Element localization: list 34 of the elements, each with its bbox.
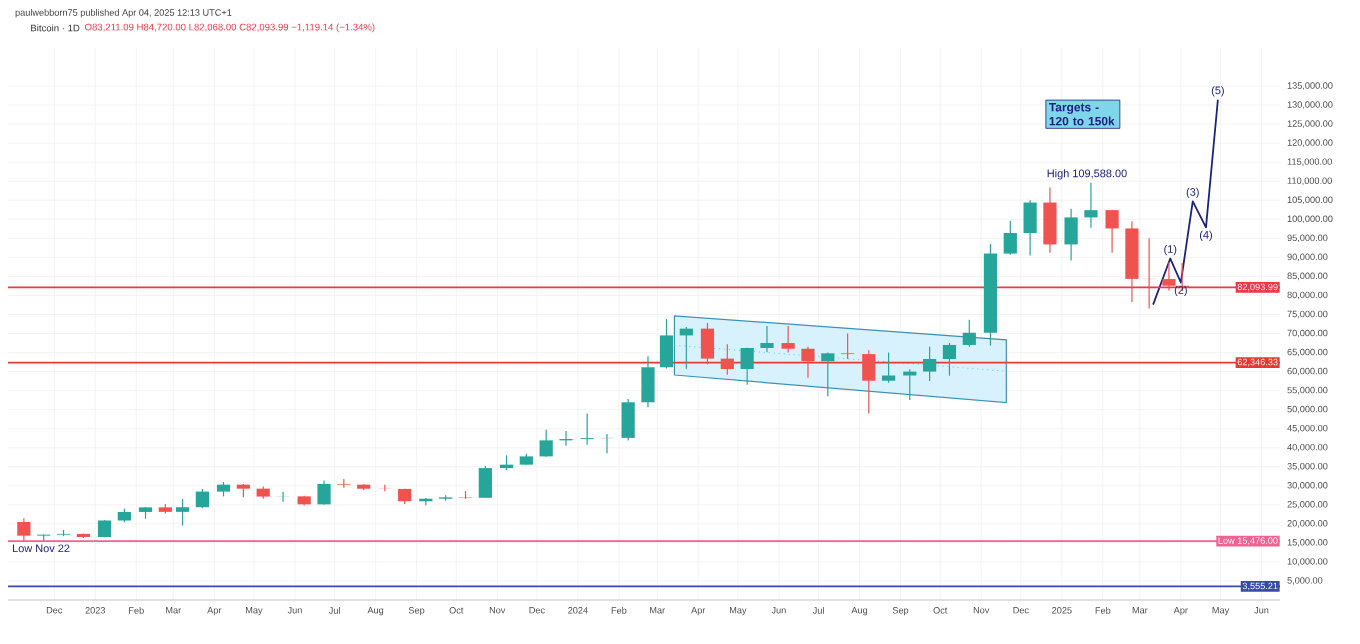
candlestick [821,351,835,397]
candlestick [962,319,976,348]
candlestick [760,325,774,353]
candlestick [317,479,331,506]
candlestick [195,488,209,509]
candlestick [740,347,754,386]
candlestick [1162,261,1176,292]
candlestick [841,332,855,360]
candlestick [862,349,876,415]
candlestick [1064,208,1078,262]
candlestick [903,368,917,401]
candlestick [923,346,937,382]
candlestick [700,322,715,365]
candlestick [1023,199,1037,257]
candlestick [781,325,795,354]
candlestick [882,351,896,384]
candlestick [659,318,674,370]
candlestick [1105,209,1119,254]
candlestick [1084,182,1098,229]
candlestick [641,355,655,408]
candlestick [621,398,635,442]
candlestick [17,517,31,542]
candlestick [1043,186,1057,254]
candlestick [942,342,957,377]
line-series [1152,98,1219,306]
candlestick [337,478,351,489]
candlestick [580,412,594,446]
candlestick [478,465,492,499]
candlestick [720,343,734,376]
candlestick [276,491,290,503]
candlestick [801,346,815,379]
candlestick [175,498,190,527]
candlestick [539,429,553,458]
candlestick [1003,220,1017,256]
